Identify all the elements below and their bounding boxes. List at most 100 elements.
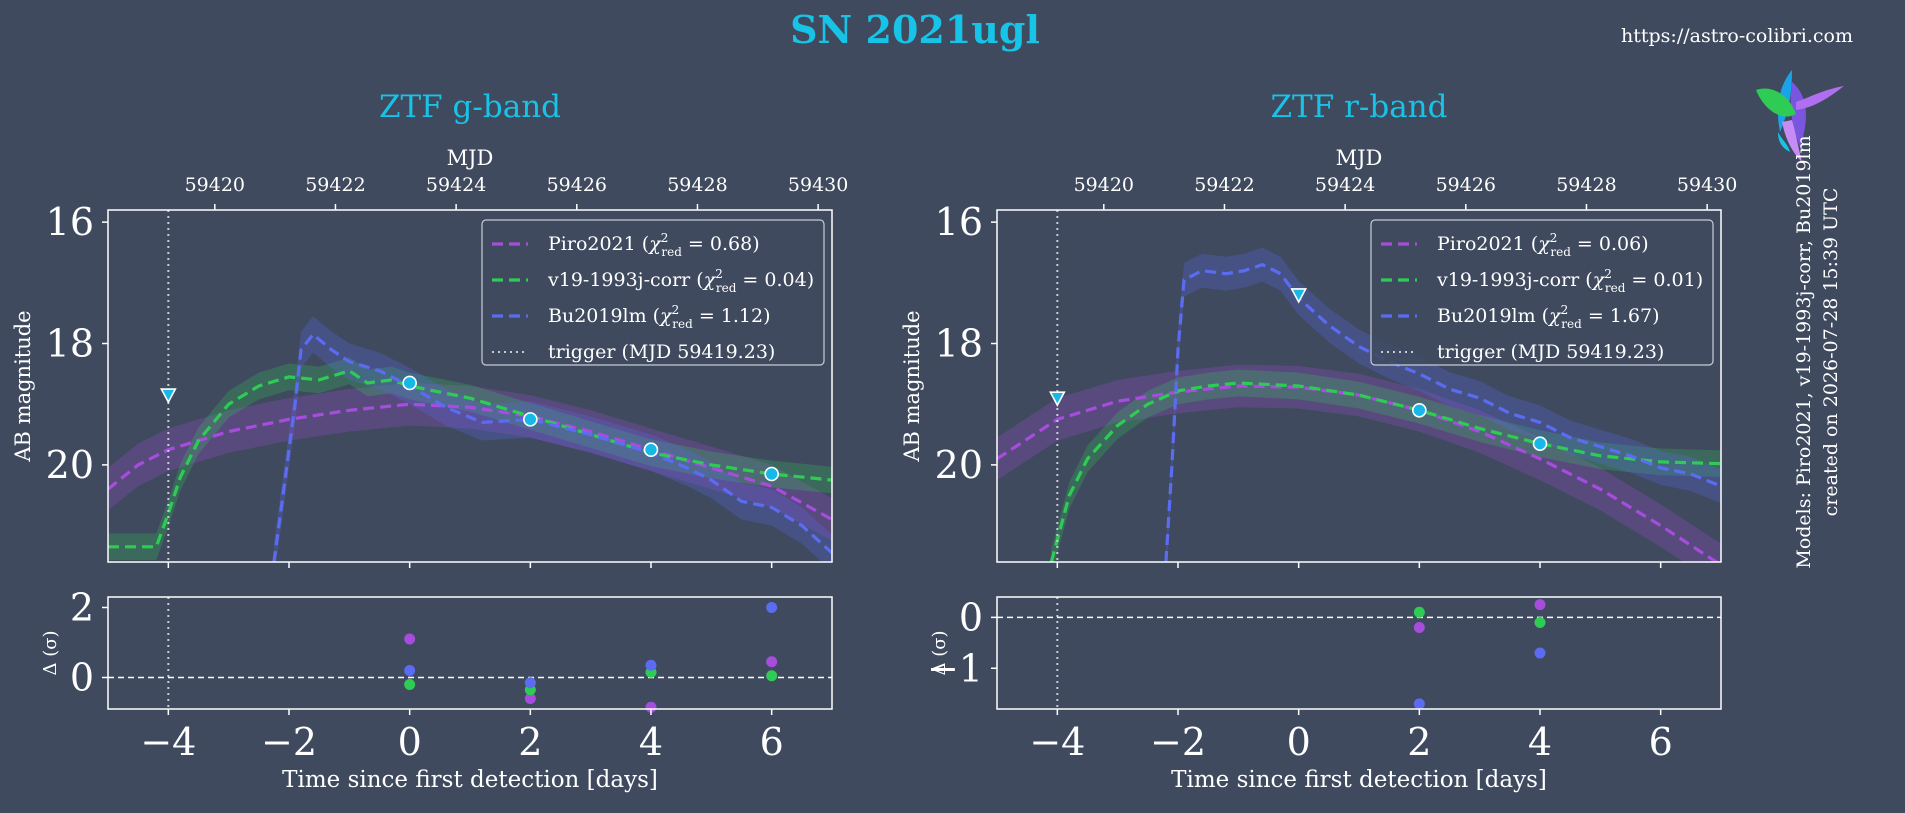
- legend-label: Piro2021 (χ2 red = 0.06): [1437, 231, 1649, 259]
- model-line: [997, 384, 1720, 562]
- created-note: created on 2026-07-28 15:39 UTC: [1820, 188, 1842, 517]
- detection-point: [1532, 436, 1548, 451]
- legend-box: [481, 219, 825, 366]
- residual-point: [404, 665, 416, 676]
- main-axes-frame: [996, 209, 1722, 563]
- upper-limit-marker: [159, 388, 177, 404]
- mjd-tick-label: 59426: [547, 174, 607, 196]
- legend-label: Bu2019lm (χ2 red = 1.67): [1437, 303, 1660, 331]
- x-tick-label: −2: [261, 720, 317, 764]
- source-url: https://astro-colibri.com: [1621, 25, 1853, 47]
- y-tick-label: 20: [935, 443, 983, 487]
- legend-label: Bu2019lm (χ2 red = 1.12): [548, 303, 771, 331]
- mjd-tick-label: 59424: [426, 174, 486, 196]
- residual-y-tick-label: −1: [927, 646, 983, 690]
- models-note: Models: Piro2021, v19-1993j-corr, Bu2019…: [1793, 135, 1815, 568]
- x-axis-label: Time since first detection [days]: [282, 767, 658, 793]
- mjd-tick-label: 59422: [305, 174, 365, 196]
- model-line: [108, 402, 832, 521]
- x-tick-label: 4: [639, 720, 663, 764]
- mjd-tick-label: 59428: [667, 174, 727, 196]
- model-band: [108, 382, 832, 541]
- y-tick-label: 18: [935, 322, 983, 366]
- model-band: [108, 357, 832, 561]
- side-notes: Models: Piro2021, v19-1993j-corr, Bu2019…: [1793, 135, 1842, 568]
- legend-label: v19-1993j-corr (χ2 red = 0.04): [547, 267, 814, 295]
- residual-point: [766, 602, 778, 613]
- residual-point: [1413, 606, 1425, 618]
- mjd-tick-label: 59424: [1315, 174, 1375, 196]
- detection-point: [764, 466, 779, 482]
- residual-y-axis-label: Δ (σ): [929, 630, 950, 675]
- top-axis-label: MJD: [1336, 146, 1383, 170]
- residual-point: [1413, 622, 1425, 634]
- residual-point: [404, 633, 416, 645]
- x-tick-label: −2: [1150, 720, 1206, 764]
- residual-point: [404, 679, 416, 690]
- legend-label-trigger: trigger (MJD 59419.23): [1437, 341, 1664, 363]
- figure-title: SN 2021ugl: [790, 7, 1040, 52]
- upper-limit-marker: [1048, 391, 1066, 407]
- upper-limit-marker: [1290, 288, 1308, 304]
- mjd-tick-label: 59420: [185, 174, 245, 196]
- residual-y-tick-label: 2: [70, 586, 94, 630]
- x-tick-label: 0: [398, 720, 422, 764]
- legend-label: Piro2021 (χ2 red = 0.68): [548, 231, 760, 259]
- residual-y-axis-label: Δ (σ): [40, 630, 61, 675]
- residual-point: [524, 693, 536, 704]
- model-line: [272, 332, 832, 562]
- y-tick-label: 20: [46, 443, 94, 487]
- residual-point: [645, 659, 657, 671]
- x-tick-label: 4: [1528, 720, 1552, 764]
- mjd-tick-label: 59430: [788, 174, 848, 196]
- residual-point: [1534, 647, 1546, 659]
- residual-axes-frame: [107, 596, 833, 710]
- model-line: [1049, 381, 1721, 562]
- legend-label: v19-1993j-corr (χ2 red = 0.01): [1436, 267, 1703, 295]
- residual-y-tick-label: 0: [959, 595, 983, 639]
- panel-title: ZTF r-band: [1270, 89, 1447, 125]
- mjd-tick-label: 59430: [1677, 174, 1737, 196]
- detection-point: [402, 375, 417, 391]
- residual-point: [766, 656, 778, 668]
- residual-point: [766, 670, 778, 682]
- hummingbird-logo: [1756, 70, 1844, 162]
- model-line: [1164, 262, 1721, 562]
- detection-point: [523, 412, 538, 427]
- mjd-tick-label: 59426: [1436, 174, 1496, 196]
- model-band: [997, 364, 1721, 562]
- residual-y-tick-label: 0: [70, 656, 94, 700]
- main-axes-frame: [107, 209, 833, 563]
- mjd-tick-label: 59420: [1074, 174, 1134, 196]
- x-tick-label: −4: [140, 720, 196, 764]
- residual-point: [645, 701, 657, 713]
- y-axis-label: AB magnitude: [11, 310, 35, 462]
- x-axis-label: Time since first detection [days]: [1171, 767, 1547, 793]
- x-tick-label: 2: [518, 720, 542, 764]
- residual-point: [1534, 599, 1546, 611]
- y-tick-label: 18: [46, 322, 94, 366]
- x-tick-label: 2: [1407, 720, 1431, 764]
- panel-title: ZTF g-band: [379, 89, 561, 125]
- model-band: [1165, 247, 1721, 562]
- mjd-tick-label: 59422: [1194, 174, 1254, 196]
- top-axis-label: MJD: [447, 146, 494, 170]
- x-tick-label: 0: [1287, 720, 1311, 764]
- detection-point: [643, 442, 659, 458]
- x-tick-label: −4: [1029, 720, 1085, 764]
- y-tick-label: 16: [935, 200, 983, 244]
- x-tick-label: 6: [1649, 720, 1673, 764]
- x-tick-label: 6: [760, 720, 784, 764]
- residual-point: [1534, 616, 1546, 628]
- residual-axes-frame: [996, 596, 1722, 710]
- detection-point: [1412, 402, 1427, 418]
- legend-label-trigger: trigger (MJD 59419.23): [548, 341, 775, 363]
- y-tick-label: 16: [46, 200, 94, 244]
- model-band: [1051, 369, 1721, 562]
- residual-point: [1413, 698, 1425, 710]
- residual-point: [524, 677, 536, 689]
